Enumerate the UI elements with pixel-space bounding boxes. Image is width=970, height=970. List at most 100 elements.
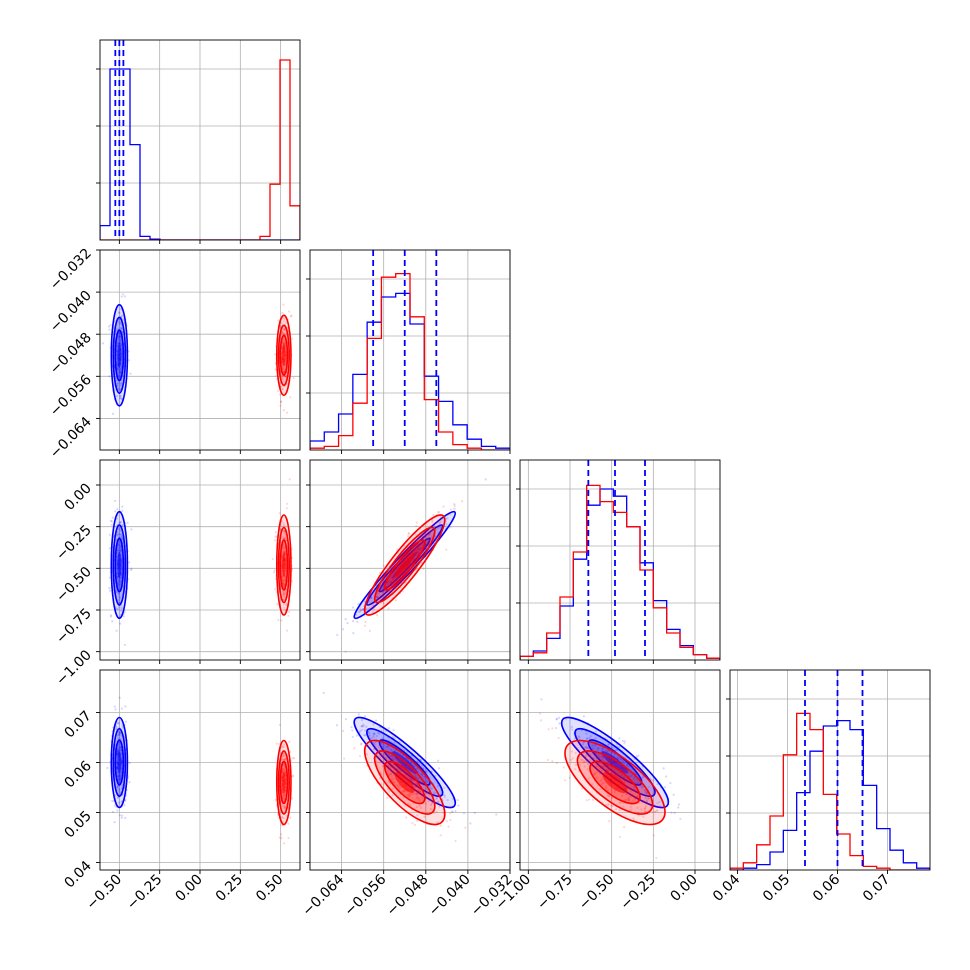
scatter-point — [117, 775, 120, 778]
panel-1-1 — [306, 249, 511, 454]
scatter-point — [423, 815, 426, 818]
scatter-point — [120, 576, 123, 580]
scatter-point — [445, 548, 448, 551]
scatter-point — [578, 763, 582, 766]
scatter-point — [283, 606, 286, 609]
scatter-point — [417, 548, 420, 551]
scatter-point — [602, 765, 605, 768]
scatter-point — [289, 396, 292, 399]
scatter-point — [353, 747, 356, 750]
scatter-point — [125, 794, 128, 797]
scatter-point — [283, 797, 286, 800]
scatter-point — [473, 811, 476, 814]
scatter-point — [636, 806, 639, 810]
scatter-point — [115, 767, 118, 770]
panel-content — [730, 670, 930, 870]
scatter-point — [283, 370, 286, 374]
scatter-point — [438, 521, 441, 524]
scatter-point — [291, 797, 294, 800]
scatter-point — [372, 732, 375, 735]
scatter-point — [596, 748, 599, 751]
scatter-point — [570, 728, 574, 731]
scatter-point — [449, 508, 452, 511]
x-tick-label: −0.048 — [384, 872, 432, 920]
scatter-point — [357, 611, 360, 614]
scatter-point — [336, 633, 339, 637]
scatter-point — [281, 388, 284, 391]
scatter-point — [281, 745, 285, 748]
scatter-point — [415, 767, 418, 770]
scatter-point — [637, 814, 640, 817]
scatter-point — [283, 842, 286, 845]
panel-2-1 — [306, 459, 511, 664]
scatter-point — [373, 741, 376, 745]
scatter-point — [393, 581, 396, 584]
scatter-point — [382, 602, 385, 605]
scatter-point — [551, 727, 554, 730]
scatter-point — [392, 576, 395, 579]
scatter-point — [365, 753, 369, 756]
scatter-point — [436, 511, 440, 514]
scatter-point — [116, 508, 119, 511]
scatter-point — [118, 331, 121, 334]
scatter-point — [120, 800, 123, 803]
scatter-point — [282, 544, 285, 547]
scatter-point — [611, 804, 614, 808]
scatter-point — [632, 777, 635, 780]
y-tick-label: −0.056 — [47, 372, 95, 420]
scatter-point — [391, 577, 394, 581]
scatter-point — [322, 661, 324, 663]
scatter-point — [418, 790, 421, 793]
scatter-point — [610, 769, 613, 772]
scatter-point — [107, 325, 111, 328]
scatter-point — [410, 779, 414, 782]
x-tick-label: −0.75 — [534, 872, 576, 914]
scatter-point — [613, 790, 617, 794]
scatter-point — [591, 798, 594, 801]
scatter-point — [416, 777, 420, 780]
scatter-point — [280, 836, 283, 840]
scatter-point — [283, 797, 286, 800]
scatter-point — [282, 344, 285, 347]
scatter-point — [592, 756, 595, 759]
scatter-point — [360, 608, 363, 611]
y-tick-label: −0.064 — [47, 414, 95, 462]
scatter-point — [387, 773, 390, 776]
scatter-point — [611, 747, 614, 751]
scatter-point — [285, 814, 288, 817]
scatter-point — [555, 761, 559, 765]
scatter-point — [122, 615, 125, 618]
scatter-point — [120, 816, 123, 819]
scatter-point — [284, 805, 287, 808]
scatter-point — [388, 578, 391, 582]
scatter-point — [433, 811, 436, 815]
scatter-point — [109, 589, 112, 592]
scatter-point — [130, 528, 133, 531]
scatter-point — [652, 793, 655, 796]
scatter-point — [116, 785, 119, 788]
scatter-point — [282, 579, 286, 582]
scatter-point — [591, 747, 594, 750]
scatter-point — [117, 801, 121, 804]
scatter-point — [604, 803, 608, 806]
scatter-point — [601, 778, 604, 781]
scatter-point — [404, 555, 407, 558]
scatter-point — [117, 549, 120, 552]
scatter-point — [569, 758, 573, 762]
scatter-point — [118, 370, 122, 373]
scatter-point — [418, 547, 421, 550]
scatter-point — [356, 620, 359, 623]
scatter-point — [276, 389, 280, 393]
scatter-point — [365, 607, 368, 610]
scatter-point — [586, 763, 589, 766]
scatter-point — [387, 607, 390, 610]
scatter-point — [651, 810, 654, 814]
scatter-point — [646, 792, 649, 795]
scatter-point — [551, 760, 554, 763]
scatter-point — [439, 520, 443, 523]
scatter-point — [120, 381, 123, 385]
scatter-point — [282, 794, 285, 797]
scatter-point — [117, 532, 120, 536]
scatter-point — [416, 551, 419, 554]
scatter-point — [644, 791, 648, 794]
